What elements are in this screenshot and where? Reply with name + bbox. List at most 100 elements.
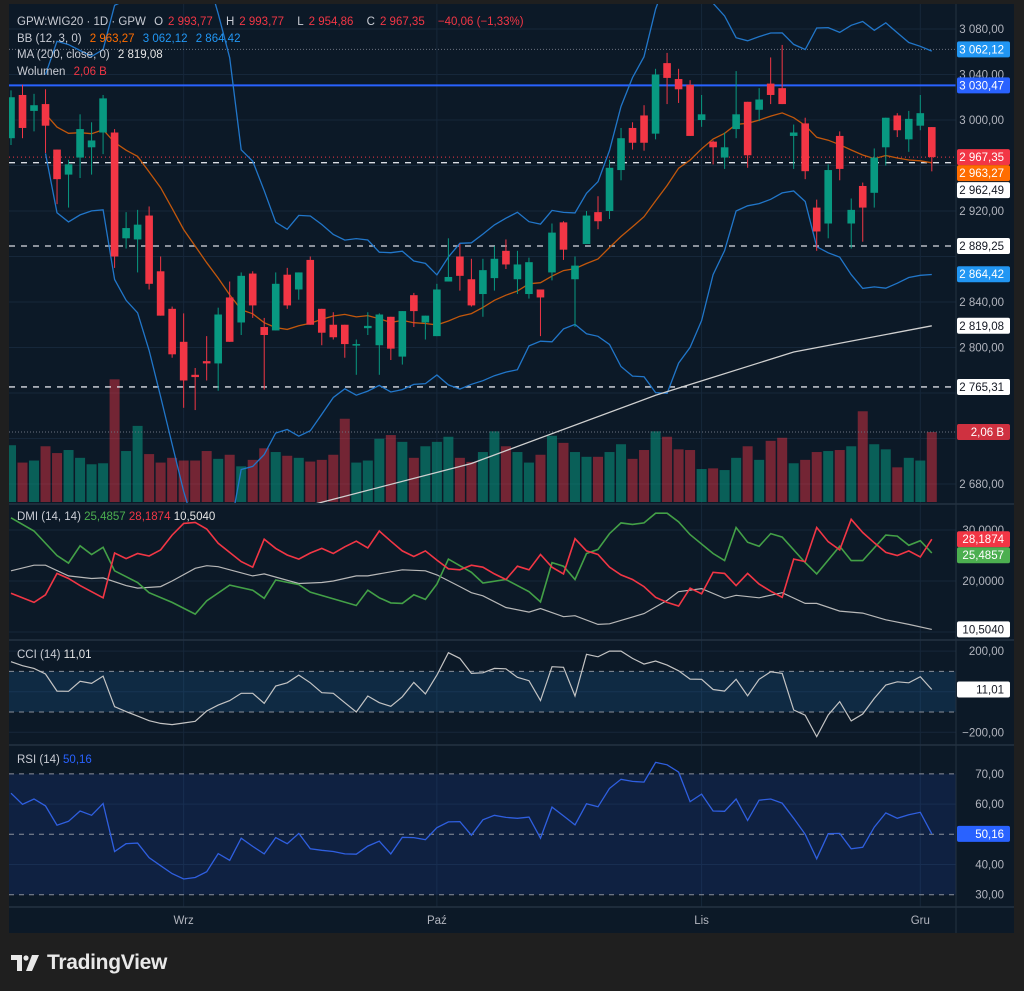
candle[interactable]	[870, 148, 879, 208]
candle[interactable]	[617, 127, 625, 181]
dmi-badge[interactable]: 10,5040	[957, 621, 1010, 638]
bb-legend-row[interactable]: BB (12, 3, 0) 2 963,27 3 062,12 2 864,42	[17, 31, 529, 48]
candle[interactable]	[663, 52, 671, 105]
price-badge[interactable]: 2 864,42	[957, 266, 1010, 283]
candle[interactable]	[99, 94, 107, 155]
candle[interactable]	[893, 113, 902, 138]
dmi-badge[interactable]: 28,1874	[957, 531, 1010, 548]
ma-legend-row[interactable]: MA (200, close, 0) 2 819,08	[17, 47, 529, 64]
candle[interactable]	[571, 256, 579, 328]
price-badge[interactable]: 2 967,35	[957, 149, 1010, 166]
candle[interactable]	[214, 307, 222, 391]
candle[interactable]	[110, 129, 119, 268]
candle[interactable]	[743, 101, 752, 168]
candle[interactable]	[283, 267, 292, 309]
candle[interactable]	[479, 258, 487, 317]
candle[interactable]	[352, 339, 361, 375]
candle[interactable]	[122, 212, 130, 249]
candle[interactable]	[709, 140, 717, 165]
candle[interactable]	[594, 196, 602, 230]
candle[interactable]	[41, 89, 50, 153]
candle[interactable]	[835, 131, 844, 181]
bb-label[interactable]: BB (12, 3, 0)	[17, 32, 82, 45]
candle[interactable]	[513, 250, 522, 295]
tradingview-logo[interactable]: TradingView	[11, 951, 167, 975]
candle[interactable]	[294, 272, 303, 300]
candle[interactable]	[605, 159, 614, 219]
candle[interactable]	[697, 94, 706, 127]
candle[interactable]	[801, 117, 809, 180]
time-axis[interactable]: Wrz Paź Lis Gru	[174, 915, 930, 927]
dmi-legend[interactable]: DMI (14, 14) 25,4857 28,1874 10,5040	[17, 509, 215, 526]
candle[interactable]	[340, 324, 349, 358]
candle[interactable]	[766, 57, 775, 105]
candle[interactable]	[329, 312, 338, 340]
candle[interactable]	[928, 127, 936, 172]
candle[interactable]	[398, 311, 407, 365]
candle[interactable]	[444, 238, 453, 282]
candle[interactable]	[732, 71, 740, 139]
candle[interactable]	[18, 84, 27, 139]
candle[interactable]	[433, 283, 441, 337]
volume-label[interactable]: Wolumen	[17, 65, 66, 78]
candle[interactable]	[456, 243, 464, 291]
candle[interactable]	[156, 256, 165, 316]
price-badge[interactable]: 2 962,49	[957, 182, 1010, 199]
candle[interactable]	[858, 182, 867, 242]
candle[interactable]	[87, 122, 96, 175]
rsi-pane[interactable]	[9, 761, 956, 896]
dmi-label[interactable]: DMI (14, 14)	[17, 511, 81, 523]
candle[interactable]	[881, 117, 890, 166]
price-badge[interactable]: 2 765,31	[957, 378, 1010, 395]
candle[interactable]	[317, 308, 326, 346]
candle[interactable]	[755, 88, 763, 122]
cci-label[interactable]: CCI (14)	[17, 649, 61, 661]
candle[interactable]	[271, 272, 280, 331]
candle[interactable]	[133, 209, 142, 273]
candle[interactable]	[179, 313, 188, 408]
candle[interactable]	[64, 159, 73, 208]
cci-legend[interactable]: CCI (14) 11,01	[17, 647, 92, 664]
symbol-name[interactable]: GPW:WIG20 · 1D · GPW	[17, 16, 146, 28]
candle[interactable]	[76, 114, 84, 179]
candle[interactable]	[410, 292, 418, 328]
candle[interactable]	[30, 93, 38, 132]
candle[interactable]	[548, 223, 556, 281]
candle[interactable]	[582, 211, 591, 244]
cci-badge[interactable]: 11,01	[957, 681, 1010, 698]
candle[interactable]	[720, 132, 729, 169]
price-badge[interactable]: 2 819,08	[957, 317, 1010, 334]
rsi-badge[interactable]: 50,16	[957, 825, 1010, 842]
volume-badge[interactable]: 2,06 B	[957, 424, 1010, 440]
candle[interactable]	[375, 313, 384, 375]
candle[interactable]	[559, 221, 568, 260]
price-badge[interactable]: 2 963,27	[957, 165, 1010, 182]
candle[interactable]	[202, 336, 211, 381]
volume-legend-row[interactable]: Wolumen 2,06 B	[17, 64, 529, 81]
symbol-legend-row[interactable]: GPW:WIG20 · 1D · GPW O 2 993,77 H 2 993,77…	[17, 14, 529, 31]
candle[interactable]	[225, 281, 234, 342]
price-badge[interactable]: 2 889,25	[957, 237, 1010, 254]
price-axis[interactable]: 3 080,003 040,003 000,002 920,002 840,00…	[957, 24, 1010, 902]
candle[interactable]	[145, 206, 153, 290]
candle[interactable]	[789, 124, 798, 169]
candle[interactable]	[651, 68, 660, 140]
candle[interactable]	[525, 257, 533, 299]
candle[interactable]	[490, 246, 499, 291]
candle[interactable]	[306, 256, 315, 325]
price-pane[interactable]	[6, 0, 956, 551]
candle[interactable]	[812, 199, 821, 251]
dmi-pane[interactable]	[10, 512, 933, 630]
candle[interactable]	[421, 315, 430, 340]
candle[interactable]	[686, 80, 694, 136]
candle[interactable]	[237, 272, 245, 335]
rsi-label[interactable]: RSI (14)	[17, 754, 60, 766]
candle[interactable]	[640, 105, 648, 151]
price-badge[interactable]: 3 062,12	[957, 41, 1010, 58]
candle[interactable]	[191, 367, 199, 411]
dmi-badge[interactable]: 25,4857	[957, 547, 1010, 564]
candle[interactable]	[824, 164, 833, 239]
candle[interactable]	[778, 44, 786, 105]
candle[interactable]	[7, 90, 15, 146]
